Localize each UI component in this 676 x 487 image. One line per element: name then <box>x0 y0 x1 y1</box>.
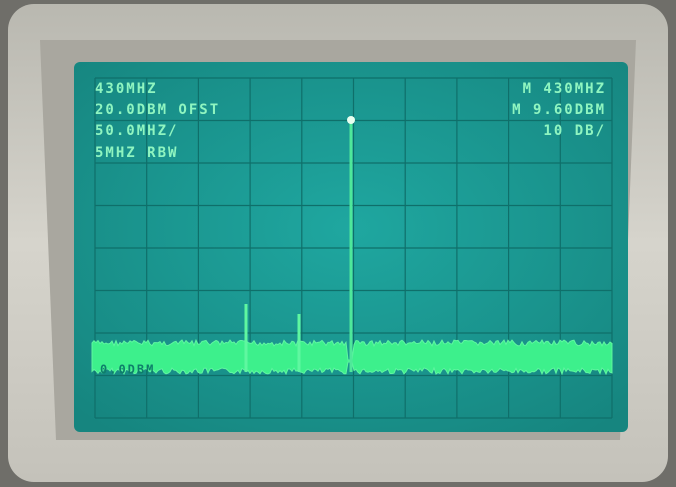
marker-line: M 430MHZ <box>523 81 606 97</box>
status-line: 430MHZ <box>95 81 158 97</box>
noise-floor <box>91 338 613 376</box>
status-line: 5MHZ RBW <box>95 145 178 161</box>
trace <box>91 116 613 376</box>
marker <box>347 116 355 124</box>
status-line: 20.0DBM OFST <box>95 102 220 118</box>
reference-label: 0.0DBM <box>100 363 155 377</box>
status-line: 50.0MHZ/ <box>95 123 178 139</box>
marker-line: 10 DB/ <box>543 123 606 139</box>
marker-line: M 9.60DBM <box>512 102 606 118</box>
screen-text: 430MHZ 20.0DBM OFST 50.0MHZ/ 5MHZ RBW M … <box>95 81 606 377</box>
